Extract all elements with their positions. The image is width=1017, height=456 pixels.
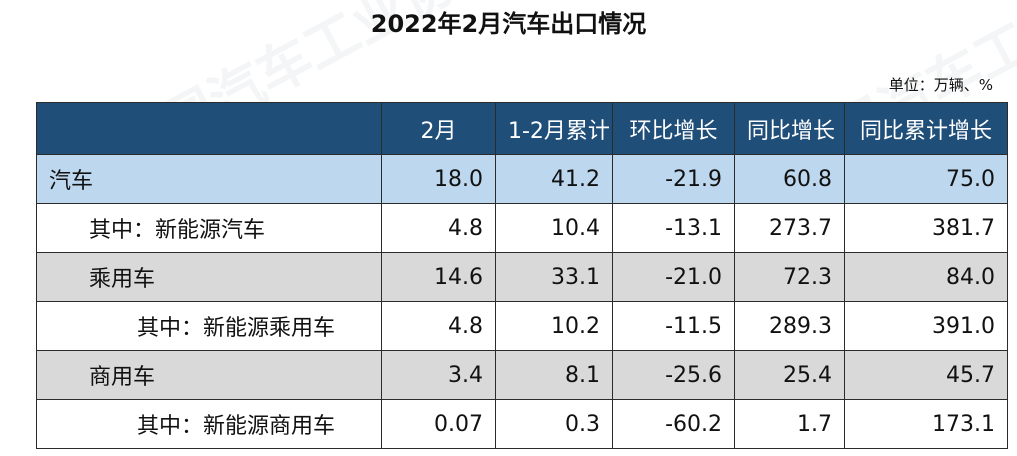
table-row: 商用车 3.4 8.1 -25.6 25.4 45.7 <box>36 350 1008 400</box>
cell-cumulative: 0.3 <box>495 399 613 449</box>
cell-month: 4.8 <box>381 301 496 351</box>
header-cell-mom-growth: 环比增长 <box>612 102 735 155</box>
header-cell-yoy-growth: 同比增长 <box>734 102 845 155</box>
cell-yoy-cumulative-growth: 391.0 <box>844 301 1008 351</box>
row-label: 乘用车 <box>36 252 382 302</box>
cell-yoy-cumulative-growth: 75.0 <box>844 154 1008 204</box>
cell-cumulative: 41.2 <box>495 154 613 204</box>
cell-mom-growth: -21.9 <box>612 154 735 204</box>
cell-yoy-cumulative-growth: 45.7 <box>844 350 1008 400</box>
table-header-row: 2月 1-2月累计 环比增长 同比增长 同比累计增长 <box>36 102 1008 155</box>
cell-yoy-growth: 273.7 <box>734 203 845 253</box>
cell-yoy-cumulative-growth: 381.7 <box>844 203 1008 253</box>
cell-cumulative: 33.1 <box>495 252 613 302</box>
cell-month: 0.07 <box>381 399 496 449</box>
export-table: 2月 1-2月累计 环比增长 同比增长 同比累计增长 汽车 18.0 41.2 … <box>36 102 1008 449</box>
table-row: 其中：新能源汽车 4.8 10.4 -13.1 273.7 381.7 <box>36 203 1008 253</box>
cell-yoy-cumulative-growth: 173.1 <box>844 399 1008 449</box>
cell-yoy-growth: 60.8 <box>734 154 845 204</box>
cell-mom-growth: -13.1 <box>612 203 735 253</box>
cell-yoy-growth: 25.4 <box>734 350 845 400</box>
cell-mom-growth: -25.6 <box>612 350 735 400</box>
table-row: 乘用车 14.6 33.1 -21.0 72.3 84.0 <box>36 252 1008 302</box>
cell-yoy-growth: 72.3 <box>734 252 845 302</box>
cell-month: 4.8 <box>381 203 496 253</box>
row-label: 汽车 <box>36 154 382 204</box>
cell-mom-growth: -21.0 <box>612 252 735 302</box>
row-label: 其中：新能源汽车 <box>36 203 382 253</box>
row-label: 其中：新能源商用车 <box>36 399 382 449</box>
cell-yoy-growth: 1.7 <box>734 399 845 449</box>
cell-cumulative: 10.4 <box>495 203 613 253</box>
unit-label: 单位：万辆、% <box>888 76 993 94</box>
cell-cumulative: 10.2 <box>495 301 613 351</box>
row-label: 商用车 <box>36 350 382 400</box>
cell-mom-growth: -60.2 <box>612 399 735 449</box>
table-row: 汽车 18.0 41.2 -21.9 60.8 75.0 <box>36 154 1008 204</box>
row-label: 其中：新能源乘用车 <box>36 301 382 351</box>
header-cell-cumulative: 1-2月累计 <box>495 102 613 155</box>
cell-yoy-cumulative-growth: 84.0 <box>844 252 1008 302</box>
cell-month: 3.4 <box>381 350 496 400</box>
cell-cumulative: 8.1 <box>495 350 613 400</box>
table-row: 其中：新能源商用车 0.07 0.3 -60.2 1.7 173.1 <box>36 399 1008 449</box>
table-row: 其中：新能源乘用车 4.8 10.2 -11.5 289.3 391.0 <box>36 301 1008 351</box>
header-cell-category <box>36 102 382 155</box>
cell-mom-growth: -11.5 <box>612 301 735 351</box>
cell-yoy-growth: 289.3 <box>734 301 845 351</box>
cell-month: 14.6 <box>381 252 496 302</box>
header-cell-yoy-cumulative-growth: 同比累计增长 <box>844 102 1008 155</box>
page-title: 2022年2月汽车出口情况 <box>370 10 647 38</box>
cell-month: 18.0 <box>381 154 496 204</box>
header-cell-month: 2月 <box>381 102 496 155</box>
